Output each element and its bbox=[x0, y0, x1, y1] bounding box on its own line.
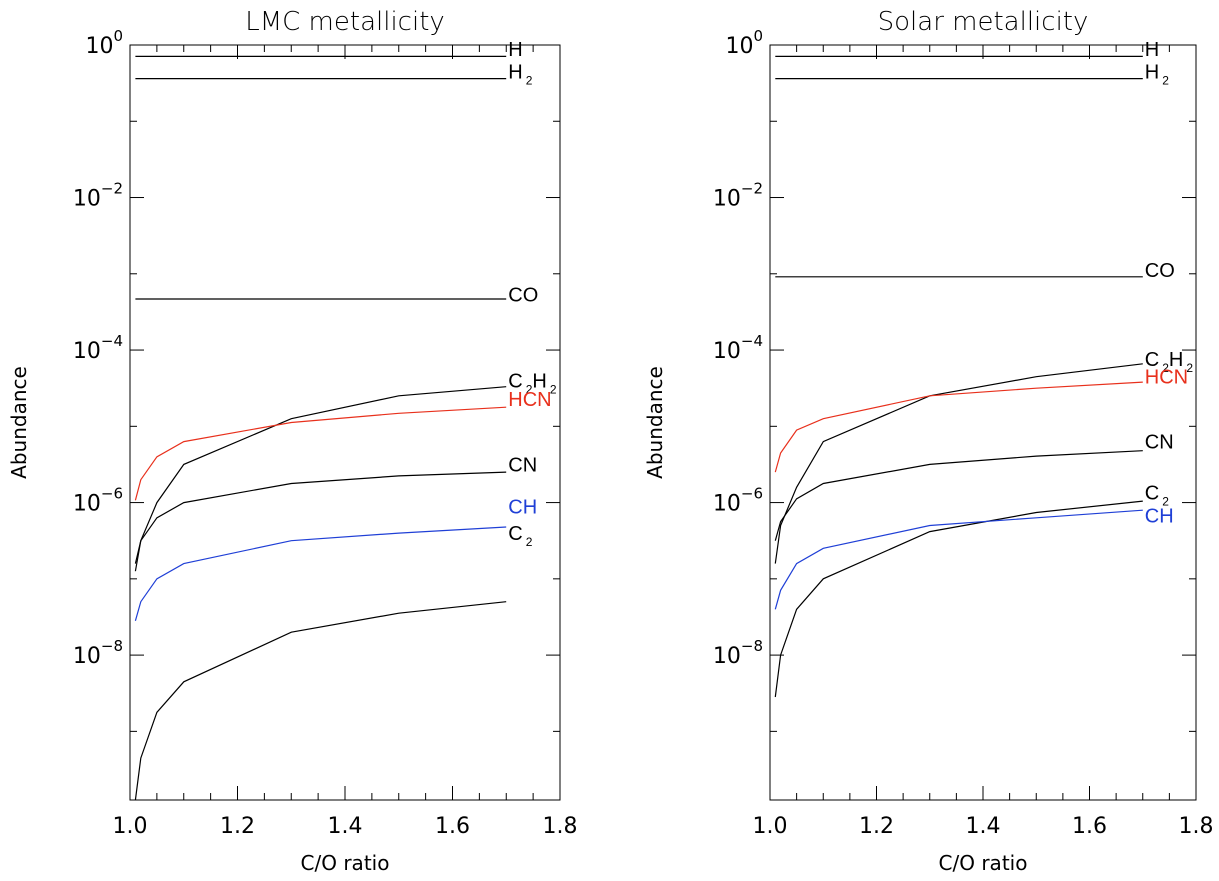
y-tick-label: 10−6 bbox=[73, 485, 123, 517]
plot-frame bbox=[129, 44, 561, 801]
series-label-hcn: HCN bbox=[1145, 367, 1188, 389]
series-line-cn bbox=[774, 450, 1143, 541]
x-tick-label: 1.8 bbox=[543, 814, 578, 839]
series-label-cn: CN bbox=[1145, 432, 1174, 454]
y-tick-label: 10−2 bbox=[713, 180, 763, 212]
x-tick-label: 1.6 bbox=[435, 814, 470, 839]
x-tick-label: 1.8 bbox=[1179, 814, 1214, 839]
x-tick-label: 1.4 bbox=[966, 814, 1001, 839]
chart-title: LMC metallicity bbox=[245, 7, 445, 37]
series-label-co: CO bbox=[1145, 260, 1175, 282]
y-tick-label: 10−8 bbox=[713, 637, 763, 669]
x-tick-label: 1.2 bbox=[859, 814, 894, 839]
series-label-cn: CN bbox=[508, 454, 537, 476]
y-axis-label: Abundance bbox=[7, 366, 31, 479]
series-line-hcn bbox=[774, 381, 1143, 473]
y-tick-label: 100 bbox=[725, 27, 763, 59]
series-label-ch: CH bbox=[1145, 506, 1174, 528]
series-line-c2h2 bbox=[134, 386, 507, 564]
y-tick-label: 10−4 bbox=[73, 332, 123, 364]
x-tick-label: 1.0 bbox=[753, 814, 788, 839]
y-tick-label: 10−2 bbox=[73, 180, 123, 212]
y-tick-label: 10−4 bbox=[713, 332, 763, 364]
series-line-cn bbox=[134, 471, 507, 572]
x-tick-label: 1.2 bbox=[220, 814, 255, 839]
series-line-c2 bbox=[774, 500, 1143, 698]
x-tick-label: 1.0 bbox=[113, 814, 148, 839]
x-tick-label: 1.4 bbox=[328, 814, 363, 839]
chart-title: Solar metallicity bbox=[878, 7, 1089, 37]
series-label-co: CO bbox=[508, 284, 538, 306]
series-line-hcn bbox=[134, 406, 507, 501]
chart-panel-0: LMC metallicity 1.0 1.2 1.4 1.6 1.8 100 10−2 10−… bbox=[7, 7, 578, 875]
series-line-c2h2 bbox=[774, 363, 1143, 564]
chart-panel-1: Solar metallicity 1.0 1.2 1.4 1.6 1.8 100 10−2 1… bbox=[643, 7, 1214, 875]
y-tick-label: 10−8 bbox=[73, 637, 123, 669]
series-label-h: H bbox=[508, 39, 522, 61]
series-label-h: H bbox=[1145, 39, 1159, 61]
series-label-c2h2: C 2H 2 bbox=[1145, 349, 1194, 375]
series-label-hcn: HCN bbox=[508, 389, 551, 411]
plot-frame bbox=[769, 44, 1197, 801]
y-axis-label: Abundance bbox=[643, 366, 667, 479]
x-axis-label: C/O ratio bbox=[301, 851, 390, 875]
series-label-c2h2: C 2H 2 bbox=[508, 371, 557, 397]
series-label-ch: CH bbox=[508, 496, 537, 518]
x-axis-label: C/O ratio bbox=[939, 851, 1028, 875]
x-tick-label: 1.6 bbox=[1072, 814, 1107, 839]
y-tick-label: 10−6 bbox=[713, 485, 763, 517]
series-line-c2 bbox=[134, 601, 507, 801]
series-line-ch bbox=[774, 509, 1143, 610]
series-line-ch bbox=[134, 526, 507, 621]
y-tick-label: 100 bbox=[85, 27, 123, 59]
